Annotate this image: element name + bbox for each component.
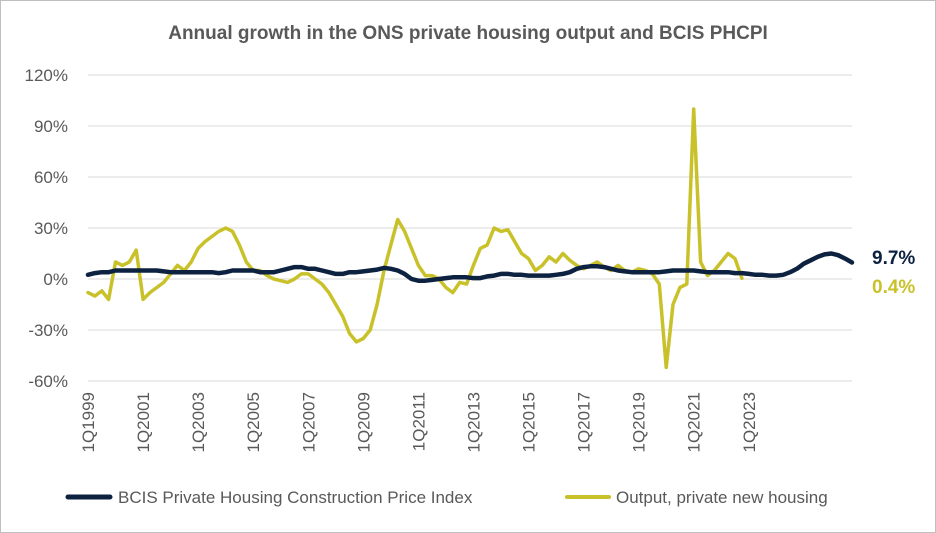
x-tick-label: 1Q2019: [630, 392, 649, 453]
y-tick-label: 0%: [43, 270, 68, 289]
x-tick-label: 1Q2011: [409, 392, 428, 451]
y-axis: 120% 90% 60% 30% 0% -30% -60%: [25, 66, 68, 391]
x-tick-label: 1Q2021: [685, 392, 704, 453]
legend: BCIS Private Housing Construction Price …: [65, 488, 828, 507]
y-tick-label: 120%: [25, 66, 68, 85]
y-tick-label: -60%: [28, 372, 68, 391]
grid-lines: [88, 74, 852, 382]
series-layer: [85, 107, 855, 370]
series-line-bcis: [85, 251, 855, 283]
x-tick-label: 1Q2017: [575, 392, 594, 453]
x-tick-label: 1Q2003: [189, 392, 208, 453]
y-tick-label: 30%: [34, 219, 68, 238]
x-tick-label: 1Q2015: [520, 392, 539, 453]
x-tick-label: 1Q2013: [464, 392, 483, 453]
x-tick-label: 1Q2009: [354, 392, 373, 453]
y-tick-label: 60%: [34, 168, 68, 187]
x-tick-label: 1Q2007: [299, 392, 318, 453]
end-label: 0.4%: [872, 277, 915, 298]
series-line-output: [86, 107, 744, 370]
end-label: 9.7%: [872, 248, 915, 269]
chart-title: Annual growth in the ONS private housing…: [168, 23, 768, 44]
end-labels: 9.7% 0.4%: [872, 248, 915, 298]
x-axis: 1Q1999 1Q2001 1Q2003 1Q2005 1Q2007 1Q2009 1Q20…: [79, 392, 759, 453]
x-tick-label: 1Q2023: [740, 392, 759, 453]
y-tick-label: 90%: [34, 117, 68, 136]
legend-label: Output, private new housing: [616, 488, 828, 507]
x-tick-label: 1Q1999: [79, 392, 98, 453]
y-tick-label: -30%: [28, 321, 68, 340]
x-tick-label: 1Q2001: [134, 392, 153, 453]
legend-label: BCIS Private Housing Construction Price …: [118, 488, 473, 507]
x-tick-label: 1Q2005: [244, 392, 263, 453]
